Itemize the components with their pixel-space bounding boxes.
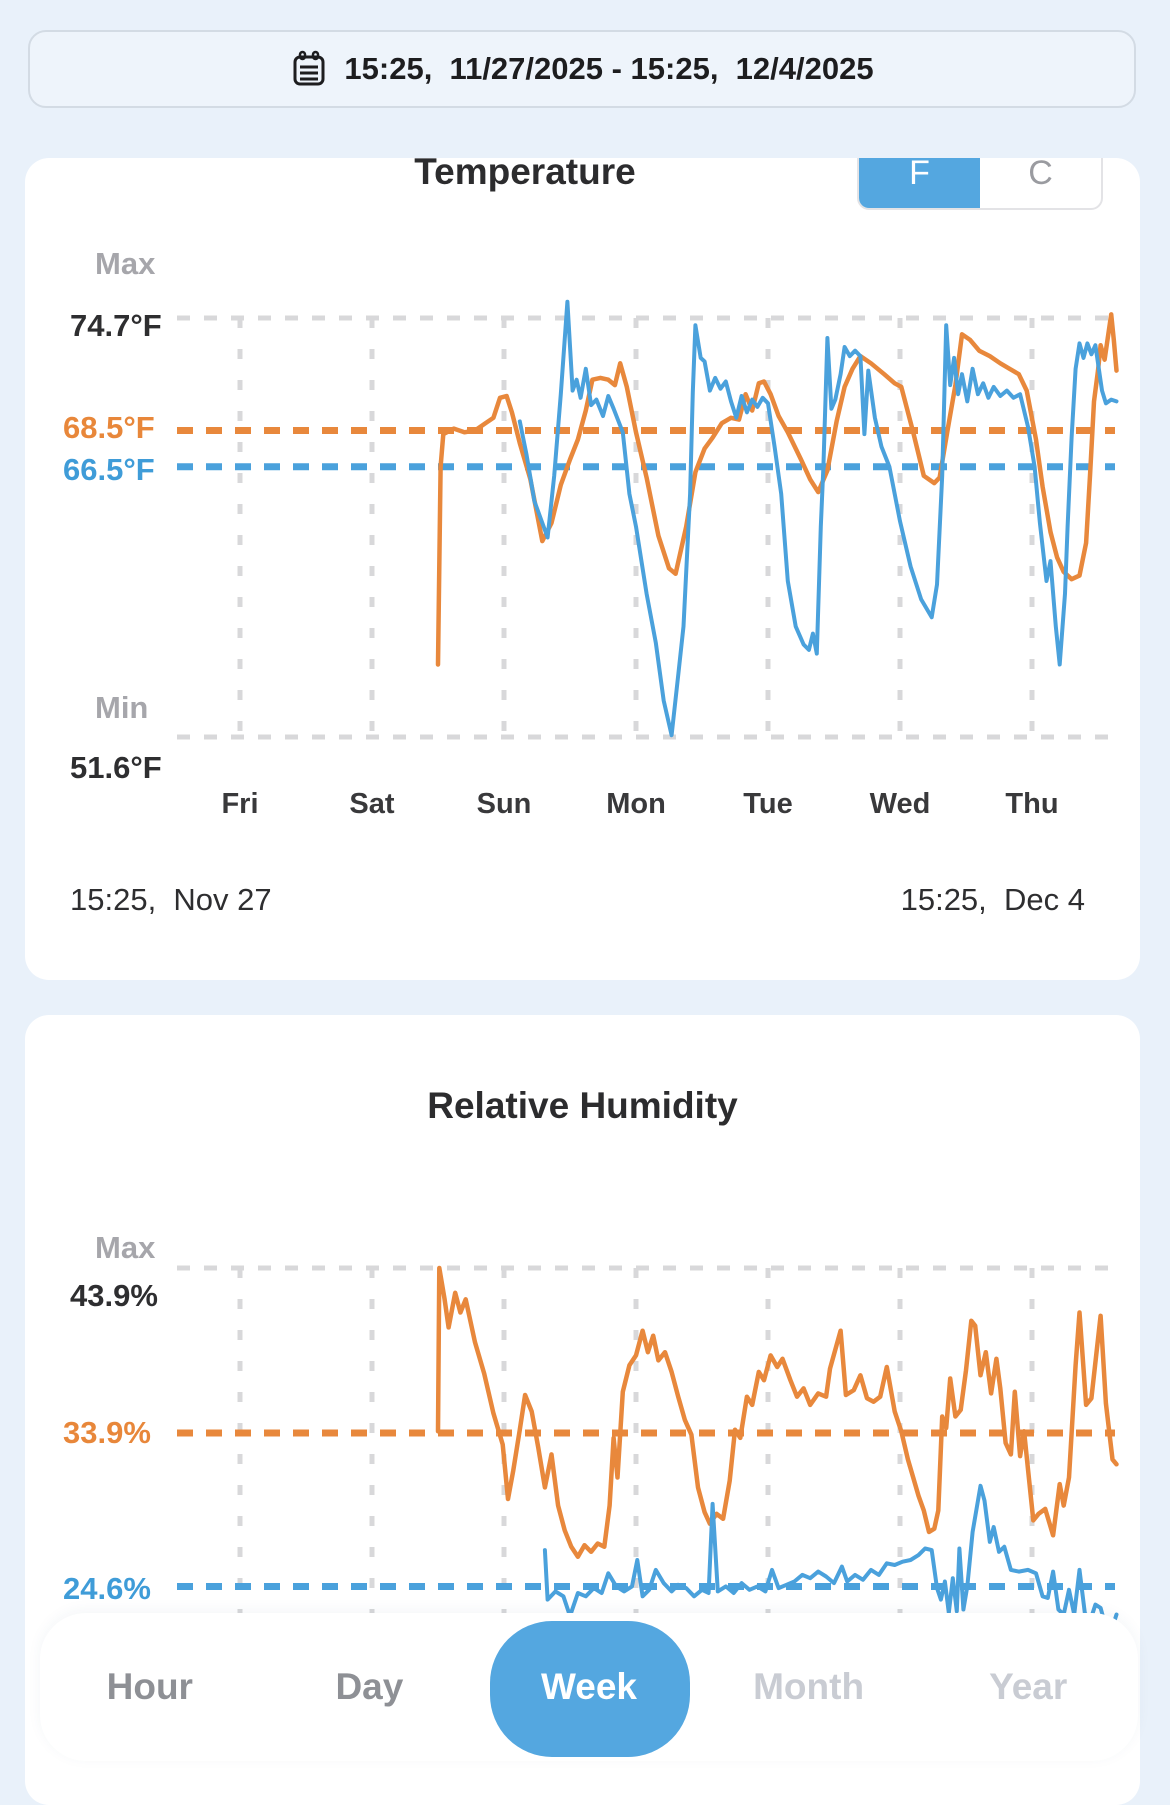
tab-hour[interactable]: Hour <box>106 1666 193 1707</box>
temp-avg-orange-value: 68.5°F <box>63 410 155 445</box>
range-start-timestamp: 15:25, Nov 27 <box>70 882 272 917</box>
day-label-mon: Mon <box>606 788 666 820</box>
range-end-timestamp: 15:25, Dec 4 <box>900 882 1085 917</box>
hum-max-label: Max <box>95 1230 156 1265</box>
hum-max-value: 43.9% <box>70 1278 158 1313</box>
time-range-panel: Hour Day Week Month Year <box>40 1613 1138 1761</box>
calendar-icon <box>290 50 328 88</box>
unit-toggle-fahrenheit[interactable]: F <box>859 158 980 208</box>
tab-week[interactable]: Week <box>540 1666 637 1707</box>
day-label-sat: Sat <box>349 788 395 820</box>
temperature-title: Temperature <box>414 158 636 192</box>
temp-max-label: Max <box>95 246 156 281</box>
temp-min-label: Min <box>95 690 149 725</box>
temp-min-value: 51.6°F <box>70 750 162 785</box>
temp-avg-blue-value: 66.5°F <box>63 452 155 487</box>
temp-max-value: 74.7°F <box>70 308 162 343</box>
day-label-sun: Sun <box>476 788 532 820</box>
tab-year[interactable]: Year <box>989 1666 1068 1707</box>
day-label-wed: Wed <box>869 788 931 820</box>
day-label-fri: Fri <box>221 788 259 820</box>
tab-month[interactable]: Month <box>753 1666 865 1707</box>
temperature-chart <box>177 299 1119 740</box>
unit-toggle-celsius[interactable]: C <box>1028 158 1053 192</box>
hum-avg-blue-value: 24.6% <box>63 1571 151 1606</box>
hum-avg-orange-value: 33.9% <box>63 1415 151 1450</box>
time-range-tabs: Hour Day Week Month Year <box>40 1613 1138 1761</box>
temperature-card: Temperature F C Max 74.7°F 68.5°F 66.5°F… <box>25 158 1140 980</box>
date-range-selector[interactable]: 15:25, 11/27/2025 - 15:25, 12/4/2025 <box>28 30 1136 108</box>
selected-tab-pill <box>490 1621 690 1757</box>
unit-toggle[interactable]: F C <box>857 158 1103 210</box>
tab-day[interactable]: Day <box>335 1666 404 1707</box>
humidity-title: Relative Humidity <box>427 1085 738 1126</box>
date-range-text: 15:25, 11/27/2025 - 15:25, 12/4/2025 <box>344 51 874 86</box>
day-label-thu: Thu <box>1005 788 1059 820</box>
day-label-tue: Tue <box>743 788 793 820</box>
